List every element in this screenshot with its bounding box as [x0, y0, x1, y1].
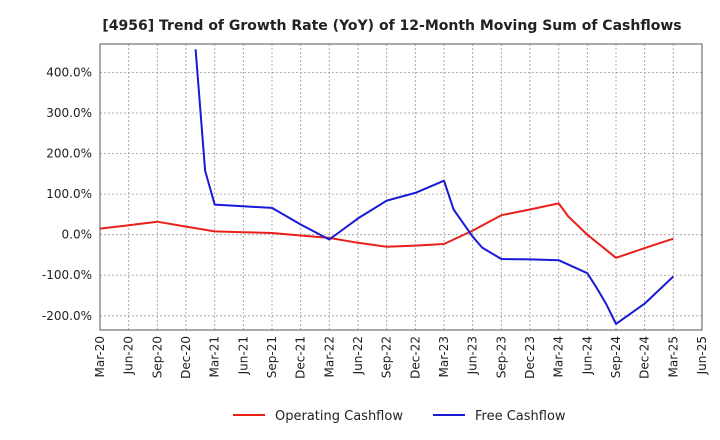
y-tick-label: 0.0%: [62, 228, 93, 242]
y-tick-label: -200.0%: [42, 309, 92, 323]
series-line-operating-cashflow: [99, 202, 674, 259]
x-tick-label: Jun-21: [236, 336, 250, 375]
series-lines: [99, 49, 674, 325]
x-tick-label: Sep-20: [150, 336, 164, 378]
x-tick-label: Dec-20: [179, 336, 193, 379]
chart-title: [4956] Trend of Growth Rate (YoY) of 12-…: [102, 18, 681, 34]
x-tick-label: Sep-24: [609, 336, 623, 378]
x-tick-label: Jun-22: [351, 336, 365, 375]
x-tick-label: Dec-24: [638, 336, 652, 379]
x-tick-label: Dec-23: [523, 336, 537, 379]
y-tick-label: 100.0%: [46, 187, 92, 201]
plot-area: [99, 43, 703, 331]
x-tick-label: Mar-25: [666, 336, 680, 377]
x-tick-label: Sep-21: [265, 336, 279, 378]
legend: Operating Cashflow Free Cashflow: [233, 409, 566, 424]
series-line-free-cashflow: [194, 49, 674, 325]
x-tick-label: Dec-22: [408, 336, 422, 379]
x-tick-label: Jun-25: [695, 336, 709, 375]
x-tick-label: Sep-23: [494, 336, 508, 378]
legend-label-free-cashflow: Free Cashflow: [475, 409, 566, 424]
x-tick-label: Mar-22: [322, 336, 336, 377]
x-tick-label: Mar-24: [552, 336, 566, 377]
x-tick-label: Mar-20: [93, 336, 107, 377]
legend-label-operating-cashflow: Operating Cashflow: [275, 409, 403, 424]
x-tick-label: Jun-23: [466, 336, 480, 375]
y-tick-label: 400.0%: [46, 65, 92, 79]
x-tick-label: Mar-21: [208, 336, 222, 377]
grid: [100, 44, 702, 330]
x-tick-label: Dec-21: [294, 336, 308, 379]
y-tick-label: 200.0%: [46, 147, 92, 161]
y-tick-label: 300.0%: [46, 106, 92, 120]
x-tick-label: Jun-20: [122, 336, 136, 375]
x-axis: Mar-20 Jun-20 Sep-20 Dec-20 Mar-21 Jun-21 Sep-…: [93, 336, 709, 379]
x-tick-label: Sep-22: [380, 336, 394, 378]
y-tick-label: -100.0%: [42, 268, 92, 282]
x-tick-label: Jun-24: [580, 336, 594, 375]
x-tick-label: Mar-23: [437, 336, 451, 377]
y-axis: -200.0% -100.0% 0.0% 100.0% 200.0% 300.0% 400.…: [42, 65, 92, 322]
